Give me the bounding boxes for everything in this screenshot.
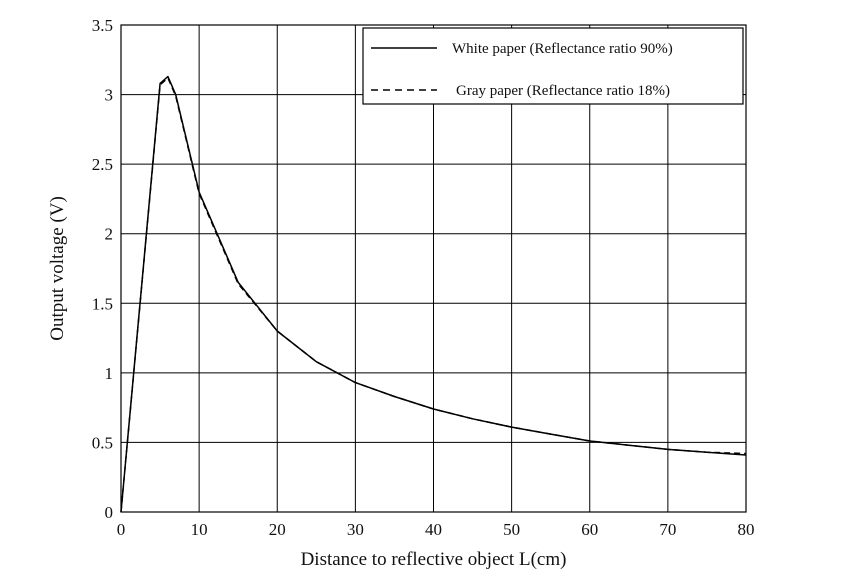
y-tick-label: 3.5: [92, 16, 113, 35]
y-tick-labels: 0 0.5 1 1.5 2 2.5 3 3.5: [92, 16, 113, 522]
y-tick-label: 0: [105, 503, 114, 522]
x-tick-label: 50: [503, 520, 520, 539]
legend: White paper (Reflectance ratio 90%) Gray…: [362, 27, 744, 105]
x-tick-labels: 0 10 20 30 40 50 60 70 80: [117, 520, 755, 539]
x-tick-label: 40: [425, 520, 442, 539]
y-axis-title: Output voltage (V): [47, 196, 68, 341]
legend-label-gray-paper: Gray paper (Reflectance ratio 18%): [456, 83, 670, 99]
x-tick-label: 60: [581, 520, 598, 539]
x-axis-title: Distance to reflective object L(cm): [301, 549, 567, 570]
x-tick-label: 20: [269, 520, 286, 539]
y-tick-label: 2: [105, 225, 114, 244]
x-tick-label: 70: [659, 520, 676, 539]
x-tick-label: 30: [347, 520, 364, 539]
y-tick-label: 0.5: [92, 433, 113, 452]
x-tick-label: 0: [117, 520, 126, 539]
series-line-gray-paper: [120, 77, 747, 513]
x-tick-label: 80: [738, 520, 755, 539]
legend-label-white-paper: White paper (Reflectance ratio 90%): [452, 41, 673, 57]
plot-frame: [120, 24, 747, 513]
series-lines: [120, 75, 747, 513]
y-tick-label: 3: [105, 86, 114, 105]
y-tick-label: 1: [105, 364, 114, 383]
legend-box: [362, 27, 744, 105]
x-tick-label: 10: [191, 520, 208, 539]
y-tick-label: 1.5: [92, 294, 113, 313]
y-tick-label: 2.5: [92, 155, 113, 174]
